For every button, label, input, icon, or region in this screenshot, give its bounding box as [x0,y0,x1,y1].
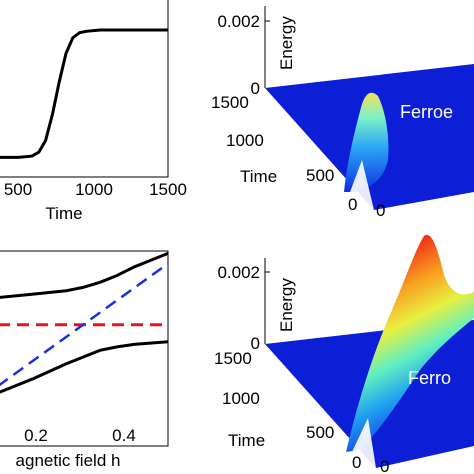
transition-curve [0,28,168,159]
x-axis-label: Time [45,204,82,223]
surface-notch [352,418,376,468]
z-tick-0: 0 [251,79,260,98]
x-tick-0.2: 0.2 [24,426,48,445]
z-tick-0.002: 0.002 [217,263,260,282]
x-tick-1000: 1000 [75,180,113,199]
x-axis-label: agnetic field h [16,451,121,470]
z-tick-0: 0 [251,334,260,353]
axes-frame [0,250,169,447]
z-tick-0.002: 0.002 [217,12,260,31]
time-tick-1500: 1500 [211,93,249,112]
lower-level-curve [0,340,169,394]
h-tick-0: 0 [380,457,389,474]
time-tick-1500: 1500 [214,349,252,368]
axes-frame [0,0,169,178]
energy-surface-ridge [344,92,389,192]
surface-notch [350,160,374,210]
x-tick-0.4: 0.4 [112,426,136,445]
time-axis-label: Time [240,167,277,186]
time-tick-1000: 1000 [226,131,264,150]
phase-label: Ferro [408,368,451,388]
level-lines [0,252,169,394]
h-tick-0: 0 [376,201,385,220]
time-tick-500: 500 [306,423,334,442]
time-tick-500: 500 [306,166,334,185]
z-axis-label: Energy [277,278,296,332]
x-tick-1500: 1500 [149,180,187,199]
phase-label: Ferroe [400,102,453,122]
panel-top-left: 500 1000 1500 Time [0,0,187,223]
x-tick-500: 500 [4,180,32,199]
panel-bottom-left: 0.2 0.4 agnetic field h [0,250,169,470]
time-tick-1000: 1000 [222,389,260,408]
blue-dashed-level [0,262,169,387]
upper-level-curve [0,252,169,299]
time-axis-label: Time [228,431,265,450]
energy-surface-ridge [346,234,474,452]
time-tick-0: 0 [352,453,361,472]
panel-bottom-right: 0.002 0 Energy Ferro 1500 1000 Time 500 … [214,234,474,474]
z-axis-label: Energy [277,16,296,70]
time-tick-0: 0 [348,195,357,214]
panel-top-right: 0.002 0 Energy Ferroe 1500 1000 500 Time… [211,6,474,220]
